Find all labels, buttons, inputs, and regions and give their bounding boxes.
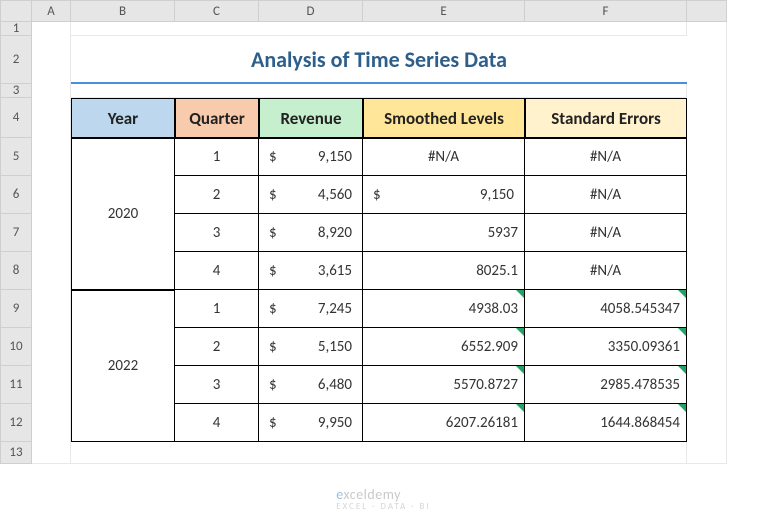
cell-row1[interactable]: [71, 22, 687, 36]
th-year[interactable]: Year: [71, 98, 175, 138]
row-header-11[interactable]: 11: [0, 366, 32, 404]
cell-rev[interactable]: $3,615: [259, 252, 363, 290]
cell-row3[interactable]: [71, 84, 687, 98]
cell-smooth[interactable]: 4938.03: [363, 290, 525, 328]
cell-q[interactable]: 4: [175, 252, 259, 290]
col-header-F[interactable]: F: [525, 0, 687, 22]
cell-q[interactable]: 4: [175, 404, 259, 442]
cell-col-A[interactable]: [32, 22, 71, 464]
row-header-6[interactable]: 6: [0, 176, 32, 214]
row-header-4[interactable]: 4: [0, 98, 32, 138]
cell-smooth[interactable]: 8025.1: [363, 252, 525, 290]
cell-q[interactable]: 1: [175, 138, 259, 176]
th-stderr[interactable]: Standard Errors: [525, 98, 687, 138]
th-quarter[interactable]: Quarter: [175, 98, 259, 138]
cell-stderr[interactable]: 1644.868454: [525, 404, 687, 442]
watermark: exceldemy EXCEL · DATA · BI: [336, 486, 430, 512]
spreadsheet-grid: A B C D E F 1 2 3 4 5 6 7 8 9 10 11 12 1…: [0, 0, 767, 464]
cell-q[interactable]: 3: [175, 214, 259, 252]
col-header-blank[interactable]: [687, 0, 727, 22]
cell-stderr[interactable]: 3350.09361: [525, 328, 687, 366]
row-header-8[interactable]: 8: [0, 252, 32, 290]
cell-rev[interactable]: $4,560: [259, 176, 363, 214]
row-header-10[interactable]: 10: [0, 328, 32, 366]
cell-smooth[interactable]: 5570.8727: [363, 366, 525, 404]
cell-q[interactable]: 3: [175, 366, 259, 404]
cell-smooth[interactable]: $9,150: [363, 176, 525, 214]
cell-stderr[interactable]: #N/A: [525, 138, 687, 176]
cell-rev[interactable]: $7,245: [259, 290, 363, 328]
cell-stderr[interactable]: 4058.545347: [525, 290, 687, 328]
row-header-1[interactable]: 1: [0, 22, 32, 36]
row-header-7[interactable]: 7: [0, 214, 32, 252]
col-header-B[interactable]: B: [71, 0, 175, 22]
cell-stderr[interactable]: #N/A: [525, 214, 687, 252]
col-header-E[interactable]: E: [363, 0, 525, 22]
cell-row13[interactable]: [71, 442, 687, 464]
row-header-13[interactable]: 13: [0, 442, 32, 464]
col-header-D[interactable]: D: [259, 0, 363, 22]
th-revenue[interactable]: Revenue: [259, 98, 363, 138]
cell-stderr[interactable]: 2985.478535: [525, 366, 687, 404]
cell-blank-right[interactable]: [687, 22, 727, 464]
col-header-A[interactable]: A: [32, 0, 71, 22]
cell-rev[interactable]: $8,920: [259, 214, 363, 252]
cell-rev[interactable]: $9,150: [259, 138, 363, 176]
page-title: Analysis of Time Series Data: [71, 36, 687, 84]
cell-smooth[interactable]: #N/A: [363, 138, 525, 176]
cell-rev[interactable]: $5,150: [259, 328, 363, 366]
row-header-5[interactable]: 5: [0, 138, 32, 176]
row-header-12[interactable]: 12: [0, 404, 32, 442]
cell-smooth[interactable]: 5937: [363, 214, 525, 252]
row-header-2[interactable]: 2: [0, 36, 32, 84]
cell-q[interactable]: 2: [175, 176, 259, 214]
cell-year-2020[interactable]: 2020: [71, 138, 175, 290]
select-all-corner[interactable]: [0, 0, 32, 22]
cell-smooth[interactable]: 6207.26181: [363, 404, 525, 442]
cell-stderr[interactable]: #N/A: [525, 252, 687, 290]
row-header-9[interactable]: 9: [0, 290, 32, 328]
cell-rev[interactable]: $9,950: [259, 404, 363, 442]
cell-year-2022[interactable]: 2022: [71, 290, 175, 442]
th-smooth[interactable]: Smoothed Levels: [363, 98, 525, 138]
cell-q[interactable]: 2: [175, 328, 259, 366]
cell-smooth[interactable]: 6552.909: [363, 328, 525, 366]
col-header-C[interactable]: C: [175, 0, 259, 22]
cell-q[interactable]: 1: [175, 290, 259, 328]
row-header-3[interactable]: 3: [0, 84, 32, 98]
cell-rev[interactable]: $6,480: [259, 366, 363, 404]
cell-stderr[interactable]: #N/A: [525, 176, 687, 214]
